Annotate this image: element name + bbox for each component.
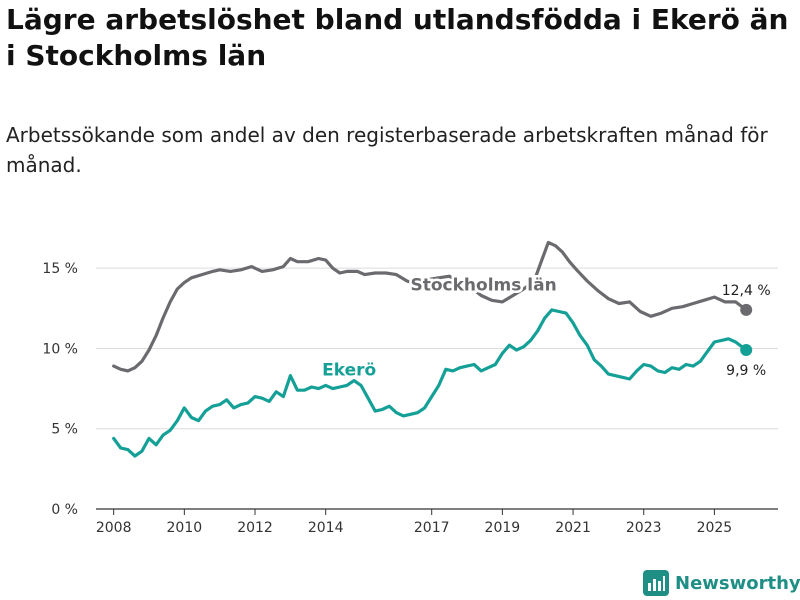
x-tick-label: 2010 <box>167 520 203 536</box>
x-tick-label: 2008 <box>96 520 132 536</box>
x-tick-label: 2019 <box>485 520 521 536</box>
series-line-eker- <box>112 308 748 458</box>
x-tick-label: 2012 <box>237 520 273 536</box>
x-tick-label: 2017 <box>414 520 450 536</box>
bar-chart-icon <box>643 570 669 596</box>
series-label-stockholms-l-n: Stockholms län <box>410 276 556 296</box>
y-tick-label: 5 % <box>51 422 78 438</box>
x-tick-label: 2021 <box>555 520 591 536</box>
end-point-eker- <box>740 344 753 357</box>
end-point-stockholms-l-n <box>740 303 753 316</box>
series-label-eker-: Ekerö <box>322 361 376 381</box>
chart-title: Lägre arbetslöshet bland utlandsfödda i … <box>6 3 789 72</box>
x-tick-label: 2025 <box>697 520 733 536</box>
y-tick-label: 0 % <box>51 502 78 518</box>
newsworthy-logo: Newsworthy <box>643 568 800 598</box>
x-tick-label: 2014 <box>308 520 344 536</box>
x-tick-label: 2023 <box>626 520 662 536</box>
end-value-label: 12,4 % <box>722 283 771 299</box>
chart-subtitle: Arbetssökande som andel av den registerb… <box>6 123 768 177</box>
y-tick-label: 10 % <box>42 341 78 357</box>
end-value-label: 9,9 % <box>726 363 766 379</box>
series-line-stockholms-l-n <box>112 240 748 373</box>
logo-text: Newsworthy <box>675 572 800 594</box>
y-tick-label: 15 % <box>42 261 78 277</box>
